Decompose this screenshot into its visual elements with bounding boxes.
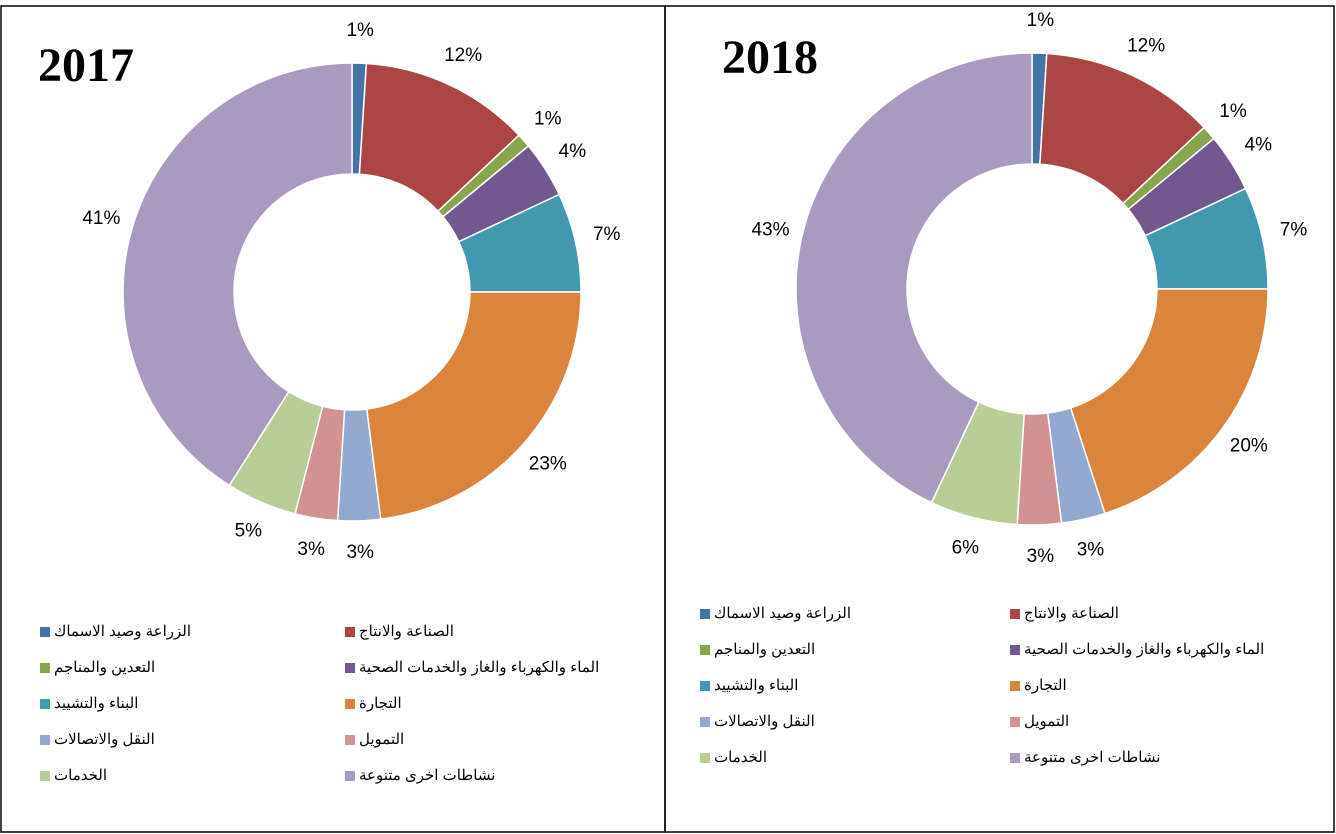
data-label: 7% [593, 224, 621, 245]
legend-swatch [700, 717, 710, 727]
legend-swatch [40, 735, 50, 745]
data-label: 12% [1127, 36, 1165, 57]
legend-swatch [700, 681, 710, 691]
legend-label: الخدمات [54, 767, 107, 784]
data-label: 23% [529, 454, 567, 475]
legend-label: الصناعة والانتاج [359, 623, 454, 640]
legend-label: التمويل [1024, 713, 1069, 730]
data-label: 41% [82, 208, 120, 229]
legend-swatch [40, 699, 50, 709]
legend-swatch [40, 771, 50, 781]
donut-slice [122, 62, 353, 487]
legend-label: البناء والتشييد [714, 677, 798, 694]
data-label: 4% [559, 141, 587, 162]
data-label: 7% [1280, 220, 1308, 241]
legend-label: الزراعة وصيد الاسماك [54, 623, 191, 640]
data-label: 1% [1027, 10, 1055, 31]
data-label: 3% [1077, 540, 1105, 561]
data-label: 1% [346, 20, 374, 41]
legend-swatch [1010, 609, 1020, 619]
legend-swatch [345, 663, 355, 673]
legend-label: البناء والتشييد [54, 695, 138, 712]
data-label: 3% [1027, 546, 1055, 567]
legend-swatch [1010, 717, 1020, 727]
legend-swatch [1010, 645, 1020, 655]
data-label: 12% [444, 45, 482, 66]
legend-swatch [345, 627, 355, 637]
legend-swatch [345, 699, 355, 709]
legend-label: التمويل [359, 731, 404, 748]
legend-swatch [700, 609, 710, 619]
legend-swatch [345, 771, 355, 781]
data-label: 5% [235, 521, 263, 542]
data-label: 1% [1219, 101, 1247, 122]
legend-label: الماء والكهرباء والغاز والخدمات الصحية [359, 659, 599, 676]
data-label: 3% [346, 542, 374, 563]
data-label: 4% [1245, 134, 1273, 155]
chart-title: 2018 [722, 31, 818, 84]
donut-slice [1069, 288, 1269, 515]
legend-swatch [1010, 753, 1020, 763]
legend-label: التجارة [359, 695, 402, 712]
donut-slice [365, 291, 582, 521]
legend-label: الصناعة والانتاج [1024, 605, 1119, 622]
legend-label: نشاطات اخرى متنوعة [1024, 749, 1160, 766]
legend-label: التعدين والمناجم [714, 641, 815, 658]
legend-label: النقل والاتصالات [54, 731, 155, 748]
data-label: 20% [1230, 436, 1268, 457]
legend-swatch [40, 627, 50, 637]
data-label: 1% [534, 108, 562, 129]
data-label: 3% [297, 539, 325, 560]
legend-swatch [1010, 681, 1020, 691]
legend-swatch [40, 663, 50, 673]
legend-swatch [700, 645, 710, 655]
data-label: 43% [751, 220, 789, 241]
donut-slice [795, 52, 1033, 504]
legend-label: النقل والاتصالات [714, 713, 815, 730]
legend-label: التجارة [1024, 677, 1067, 694]
legend-label: الخدمات [714, 749, 767, 766]
legend-label: الزراعة وصيد الاسماك [714, 605, 851, 622]
legend-label: الماء والكهرباء والغاز والخدمات الصحية [1024, 641, 1264, 658]
legend-swatch [345, 735, 355, 745]
legend-label: نشاطات اخرى متنوعة [359, 767, 495, 784]
legend-label: التعدين والمناجم [54, 659, 155, 676]
panel-border [664, 5, 1335, 833]
data-label: 6% [952, 538, 980, 559]
legend-swatch [700, 753, 710, 763]
chart-title: 2017 [38, 39, 134, 92]
